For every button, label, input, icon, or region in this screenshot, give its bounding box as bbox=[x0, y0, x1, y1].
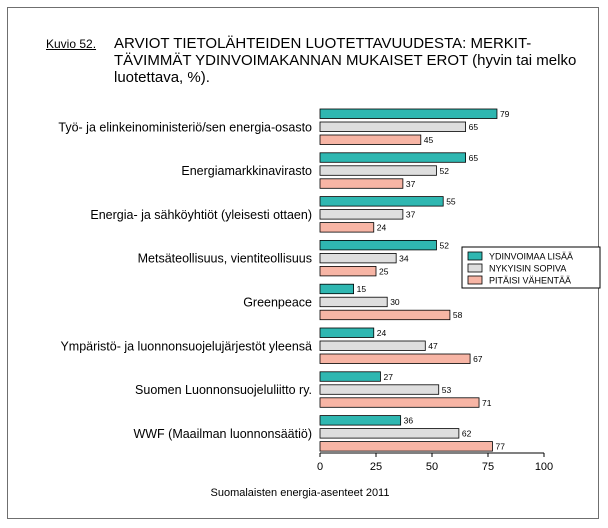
bar-value-label: 37 bbox=[406, 179, 416, 189]
figure-label: Kuvio 52. bbox=[46, 37, 97, 51]
bar-value-label: 77 bbox=[495, 442, 505, 452]
bar bbox=[319, 152, 467, 163]
bar-value-label: 24 bbox=[377, 328, 387, 338]
legend-label: YDINVOIMAA LISÄÄ bbox=[489, 252, 573, 262]
bar bbox=[319, 384, 440, 395]
category-label: Työ- ja elinkeinoministeriö/sen energia-… bbox=[58, 120, 312, 134]
legend-box bbox=[461, 246, 601, 289]
bar-value-label: 37 bbox=[406, 210, 416, 220]
bar-value-label: 45 bbox=[424, 135, 434, 145]
x-tick-label: 100 bbox=[535, 461, 553, 473]
chart-bars bbox=[319, 108, 498, 452]
bar bbox=[319, 397, 480, 408]
bar bbox=[319, 209, 404, 220]
bar bbox=[319, 222, 375, 233]
category-label: Energia- ja sähköyhtiöt (yleisesti ottae… bbox=[90, 208, 312, 222]
legend-swatch bbox=[467, 263, 483, 273]
category-labels: Työ- ja elinkeinoministeriö/sen energia-… bbox=[58, 120, 312, 441]
value-labels: 79 65 45 65 52 37 55 37 24 52 34 25 15 30 58 24 47 67 27 53… bbox=[357, 109, 510, 452]
bar-value-label: 36 bbox=[404, 416, 414, 426]
bar-value-label: 25 bbox=[379, 266, 389, 276]
bar bbox=[319, 371, 381, 382]
category-label: Metsäteollisuus, vientiteollisuus bbox=[138, 252, 312, 266]
category-label: Greenpeace bbox=[243, 295, 312, 309]
bar-value-label: 52 bbox=[439, 166, 449, 176]
legend-swatch bbox=[467, 275, 483, 285]
bar-value-label: 30 bbox=[390, 297, 400, 307]
bar-value-label: 52 bbox=[439, 240, 449, 250]
x-tick-label: 50 bbox=[426, 461, 438, 473]
figure-title: ARVIOT TIETOLÄHTEIDEN LUOTETTAVUUDESTA: … bbox=[114, 35, 577, 86]
bar bbox=[319, 415, 402, 426]
bar bbox=[319, 121, 467, 132]
legend-label: PITÄISI VÄHENTÄÄ bbox=[489, 276, 571, 286]
bar bbox=[319, 340, 426, 351]
bar bbox=[319, 178, 404, 189]
bar bbox=[319, 196, 444, 207]
bar bbox=[319, 441, 493, 452]
bar-value-label: 24 bbox=[377, 223, 387, 233]
category-label: WWF (Maailman luonnonsäätiö) bbox=[133, 427, 312, 441]
bar-value-label: 15 bbox=[357, 284, 367, 294]
x-tick-label: 25 bbox=[370, 461, 382, 473]
bar bbox=[319, 428, 460, 439]
x-tick-label: 75 bbox=[482, 461, 494, 473]
bar-value-label: 34 bbox=[399, 253, 409, 263]
bar-value-label: 62 bbox=[462, 429, 472, 439]
x-tick-label: 0 bbox=[317, 461, 323, 473]
bar-value-label: 65 bbox=[469, 153, 479, 163]
bar-value-label: 27 bbox=[383, 372, 393, 382]
bar bbox=[319, 309, 451, 321]
category-label: Ympäristö- ja luonnonsuojelujärjestöt yl… bbox=[60, 339, 312, 353]
x-axis: 0 25 50 75 100 bbox=[317, 452, 553, 473]
bar-value-label: 65 bbox=[469, 122, 479, 132]
legend-label: NYKYISIN SOPIVA bbox=[489, 264, 566, 274]
bar bbox=[319, 134, 422, 145]
bar-value-label: 58 bbox=[453, 310, 463, 320]
source-note: Suomalaisten energia-asenteet 2011 bbox=[211, 487, 390, 499]
bar bbox=[319, 165, 437, 176]
bar bbox=[319, 108, 498, 119]
bar-value-label: 47 bbox=[428, 341, 438, 351]
bar bbox=[319, 239, 437, 251]
bar-value-label: 53 bbox=[442, 385, 452, 395]
bar-value-label: 79 bbox=[500, 109, 510, 119]
bar-value-label: 67 bbox=[473, 354, 483, 364]
bar bbox=[319, 252, 397, 264]
chart-legend: YDINVOIMAA LISÄÄ NYKYISIN SOPIVA PITÄISI V… bbox=[461, 246, 601, 289]
bar-value-label: 71 bbox=[482, 398, 492, 408]
bar bbox=[319, 296, 388, 308]
category-label: Energiamarkkinavirasto bbox=[181, 164, 312, 178]
category-label: Suomen Luonnonsuojeluliitto ry. bbox=[135, 383, 312, 397]
bar bbox=[319, 353, 471, 364]
legend-swatch bbox=[467, 251, 483, 261]
bar bbox=[319, 265, 377, 277]
bar-value-label: 55 bbox=[446, 197, 456, 207]
bar bbox=[319, 283, 354, 295]
bar bbox=[319, 327, 375, 338]
